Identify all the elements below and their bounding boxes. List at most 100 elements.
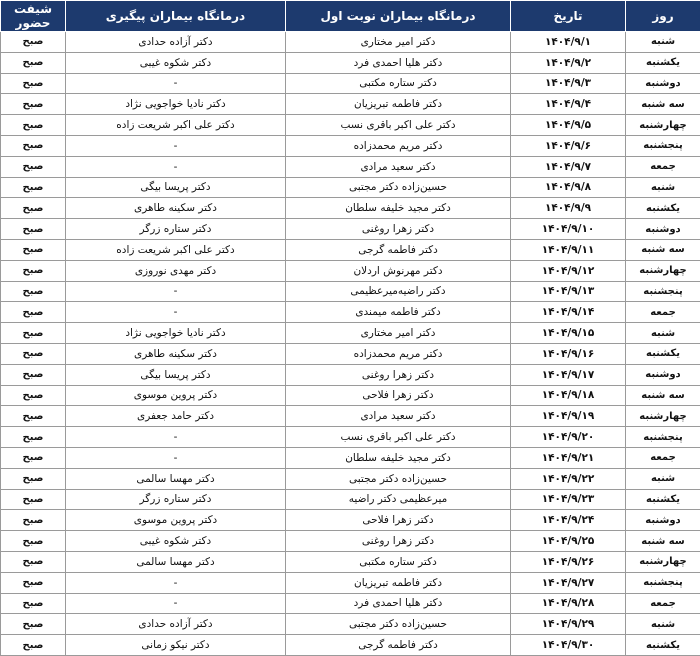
first-visit-doctor: دکتر فاطمه تبریزیان [286, 572, 511, 593]
date-cell: ۱۴۰۴/۹/۱۲ [511, 260, 626, 281]
shift-cell: صبح [1, 406, 66, 427]
date-cell: ۱۴۰۴/۹/۲۴ [511, 510, 626, 531]
shift-cell: صبح [1, 614, 66, 635]
day-cell: جمعه [626, 156, 700, 177]
day-cell: شنبه [626, 32, 700, 53]
day-cell: شنبه [626, 468, 700, 489]
followup-doctor: دکتر آزاده حدادی [66, 614, 286, 635]
shift-cell: صبح [1, 447, 66, 468]
followup-doctor: دکتر ستاره زرگر [66, 219, 286, 240]
date-cell: ۱۴۰۴/۹/۳۰ [511, 635, 626, 656]
date-cell: ۱۴۰۴/۹/۲۹ [511, 614, 626, 635]
first-visit-doctor: دکتر سعید مرادی [286, 406, 511, 427]
day-cell: سه شنبه [626, 239, 700, 260]
first-visit-doctor: حسین‌زاده دکتر مجتبی [286, 468, 511, 489]
first-visit-doctor: دکتر زهرا فلاحی [286, 385, 511, 406]
shift-cell: صبح [1, 32, 66, 53]
day-cell: چهارشنبه [626, 551, 700, 572]
shift-cell: صبح [1, 281, 66, 302]
date-cell: ۱۴۰۴/۹/۹ [511, 198, 626, 219]
date-cell: ۱۴۰۴/۹/۲۰ [511, 427, 626, 448]
shift-cell: صبح [1, 239, 66, 260]
first-visit-doctor: حسین‌زاده دکتر مجتبی [286, 614, 511, 635]
day-cell: جمعه [626, 593, 700, 614]
followup-doctor: دکتر پریسا بیگی [66, 177, 286, 198]
shift-cell: صبح [1, 52, 66, 73]
date-cell: ۱۴۰۴/۹/۲۳ [511, 489, 626, 510]
followup-doctor: دکتر نادیا خواجویی نژاد [66, 94, 286, 115]
day-cell: دوشنبه [626, 219, 700, 240]
date-cell: ۱۴۰۴/۹/۲۲ [511, 468, 626, 489]
followup-doctor: دکتر مهسا سالمی [66, 551, 286, 572]
shift-cell: صبح [1, 635, 66, 656]
day-cell: شنبه [626, 323, 700, 344]
day-cell: سه شنبه [626, 385, 700, 406]
followup-doctor: دکتر سکینه طاهری [66, 343, 286, 364]
followup-doctor: - [66, 73, 286, 94]
day-cell: چهارشنبه [626, 115, 700, 136]
date-cell: ۱۴۰۴/۹/۱۸ [511, 385, 626, 406]
shift-cell: صبح [1, 94, 66, 115]
date-cell: ۱۴۰۴/۹/۱۷ [511, 364, 626, 385]
day-cell: جمعه [626, 302, 700, 323]
first-visit-doctor: دکتر زهرا روغنی [286, 219, 511, 240]
day-cell: سه شنبه [626, 531, 700, 552]
first-visit-doctor: دکتر مجید خلیفه سلطان [286, 447, 511, 468]
shift-cell: صبح [1, 177, 66, 198]
day-cell: چهارشنبه [626, 406, 700, 427]
day-cell: سه شنبه [626, 94, 700, 115]
header-row: روز تاریخ درمانگاه بیماران نوبت اول درما… [1, 1, 700, 32]
header-day: روز [626, 1, 700, 32]
first-visit-doctor: دکتر سعید مرادی [286, 156, 511, 177]
date-cell: ۱۴۰۴/۹/۸ [511, 177, 626, 198]
shift-cell: صبح [1, 135, 66, 156]
followup-doctor: دکتر شکوه غیبی [66, 52, 286, 73]
first-visit-doctor: دکتر فاطمه میمندی [286, 302, 511, 323]
day-cell: یکشنبه [626, 635, 700, 656]
date-cell: ۱۴۰۴/۹/۲۷ [511, 572, 626, 593]
date-cell: ۱۴۰۴/۹/۱۳ [511, 281, 626, 302]
shift-cell: صبح [1, 302, 66, 323]
first-visit-doctor: دکتر علی اکبر باقری نسب [286, 427, 511, 448]
first-visit-doctor: دکتر علی اکبر باقری نسب [286, 115, 511, 136]
header-date: تاریخ [511, 1, 626, 32]
date-cell: ۱۴۰۴/۹/۱ [511, 32, 626, 53]
first-visit-doctor: دکتر امیر مختاری [286, 323, 511, 344]
followup-doctor: دکتر مهسا سالمی [66, 468, 286, 489]
first-visit-doctor: دکتر ستاره مکتبی [286, 551, 511, 572]
first-visit-doctor: دکتر امیر مختاری [286, 32, 511, 53]
day-cell: چهارشنبه [626, 260, 700, 281]
first-visit-doctor: دکتر هلیا احمدی فرد [286, 593, 511, 614]
first-visit-doctor: دکتر زهرا فلاحی [286, 510, 511, 531]
followup-doctor: دکتر مهدی نوروزی [66, 260, 286, 281]
date-cell: ۱۴۰۴/۹/۱۹ [511, 406, 626, 427]
date-cell: ۱۴۰۴/۹/۱۱ [511, 239, 626, 260]
date-cell: ۱۴۰۴/۹/۶ [511, 135, 626, 156]
shift-cell: صبح [1, 260, 66, 281]
day-cell: یکشنبه [626, 489, 700, 510]
date-cell: ۱۴۰۴/۹/۲۵ [511, 531, 626, 552]
first-visit-doctor: دکتر زهرا روغنی [286, 364, 511, 385]
followup-doctor: - [66, 156, 286, 177]
followup-doctor: - [66, 593, 286, 614]
first-visit-doctor: دکتر مجید خلیفه سلطان [286, 198, 511, 219]
